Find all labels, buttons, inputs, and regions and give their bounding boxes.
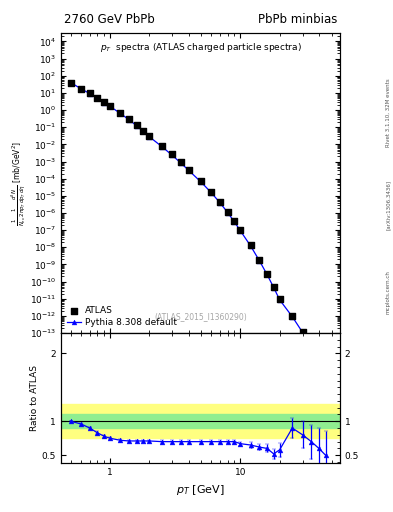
Pythia 8.308 default xyxy=(209,190,214,196)
ATLAS xyxy=(299,328,306,336)
ATLAS xyxy=(322,372,329,380)
Pythia 8.308 default xyxy=(127,117,131,123)
Pythia 8.308 default xyxy=(134,123,139,129)
ATLAS xyxy=(78,84,84,93)
ATLAS xyxy=(169,151,175,159)
Pythia 8.308 default xyxy=(141,129,146,135)
ATLAS xyxy=(208,188,215,196)
Pythia 8.308 default xyxy=(147,134,152,140)
Y-axis label: $\frac{1}{N_{ev}}\frac{1}{2\pi p_T}\frac{d^2N}{dp_T\,d\eta}$ [mb/GeV$^2$]: $\frac{1}{N_{ev}}\frac{1}{2\pi p_T}\frac… xyxy=(9,141,27,226)
ATLAS xyxy=(178,158,184,166)
Text: Rivet 3.1.10, 32M events: Rivet 3.1.10, 32M events xyxy=(386,78,391,147)
ATLAS xyxy=(225,208,231,216)
Pythia 8.308 default xyxy=(300,329,305,335)
Text: mcplots.cern.ch: mcplots.cern.ch xyxy=(386,270,391,314)
ATLAS xyxy=(101,98,107,106)
Pythia 8.308 default xyxy=(323,374,328,380)
Pythia 8.308 default xyxy=(248,243,253,249)
Bar xyxy=(61,404,340,438)
Pythia 8.308 default xyxy=(178,160,183,166)
Text: (ATLAS_2015_I1360290): (ATLAS_2015_I1360290) xyxy=(154,312,247,321)
ATLAS xyxy=(264,269,270,278)
Pythia 8.308 default xyxy=(68,79,73,86)
ATLAS xyxy=(248,241,254,249)
X-axis label: $p_T$ [GeV]: $p_T$ [GeV] xyxy=(176,483,225,497)
Pythia 8.308 default xyxy=(290,313,295,319)
ATLAS xyxy=(217,198,223,206)
Legend: ATLAS, Pythia 8.308 default: ATLAS, Pythia 8.308 default xyxy=(65,304,179,329)
Pythia 8.308 default xyxy=(108,103,112,110)
Text: [arXiv:1306.3436]: [arXiv:1306.3436] xyxy=(386,180,391,230)
Pythia 8.308 default xyxy=(218,200,222,206)
Bar xyxy=(61,415,340,428)
ATLAS xyxy=(198,177,204,185)
ATLAS xyxy=(87,89,93,97)
Line: Pythia 8.308 default: Pythia 8.308 default xyxy=(68,80,328,379)
Pythia 8.308 default xyxy=(118,110,123,116)
ATLAS xyxy=(68,78,74,87)
Pythia 8.308 default xyxy=(170,152,174,158)
Pythia 8.308 default xyxy=(102,99,107,105)
ATLAS xyxy=(231,217,238,225)
ATLAS xyxy=(308,343,314,351)
ATLAS xyxy=(94,94,101,102)
Y-axis label: Ratio to ATLAS: Ratio to ATLAS xyxy=(30,365,39,431)
ATLAS xyxy=(256,256,263,264)
Pythia 8.308 default xyxy=(79,86,83,92)
Pythia 8.308 default xyxy=(95,95,100,101)
ATLAS xyxy=(140,126,147,135)
ATLAS xyxy=(107,101,113,110)
ATLAS xyxy=(126,115,132,123)
Pythia 8.308 default xyxy=(88,91,92,97)
Pythia 8.308 default xyxy=(264,271,269,278)
Pythia 8.308 default xyxy=(257,258,262,264)
Text: $p_T$  spectra (ATLAS charged particle spectra): $p_T$ spectra (ATLAS charged particle sp… xyxy=(99,41,301,54)
ATLAS xyxy=(117,109,123,117)
ATLAS xyxy=(185,165,192,174)
Pythia 8.308 default xyxy=(309,345,314,351)
ATLAS xyxy=(316,358,322,366)
ATLAS xyxy=(237,226,244,234)
Pythia 8.308 default xyxy=(316,360,321,366)
Pythia 8.308 default xyxy=(271,285,276,291)
Pythia 8.308 default xyxy=(199,179,204,185)
ATLAS xyxy=(146,132,152,140)
Pythia 8.308 default xyxy=(186,167,191,174)
Text: 2760 GeV PbPb: 2760 GeV PbPb xyxy=(64,13,154,26)
Pythia 8.308 default xyxy=(160,143,164,150)
ATLAS xyxy=(134,121,140,129)
ATLAS xyxy=(159,142,165,150)
Pythia 8.308 default xyxy=(226,209,230,216)
ATLAS xyxy=(270,283,277,291)
Pythia 8.308 default xyxy=(238,228,243,234)
Pythia 8.308 default xyxy=(232,219,237,225)
Pythia 8.308 default xyxy=(277,297,282,303)
ATLAS xyxy=(289,312,296,320)
Text: PbPb minbias: PbPb minbias xyxy=(258,13,337,26)
ATLAS xyxy=(277,295,283,303)
